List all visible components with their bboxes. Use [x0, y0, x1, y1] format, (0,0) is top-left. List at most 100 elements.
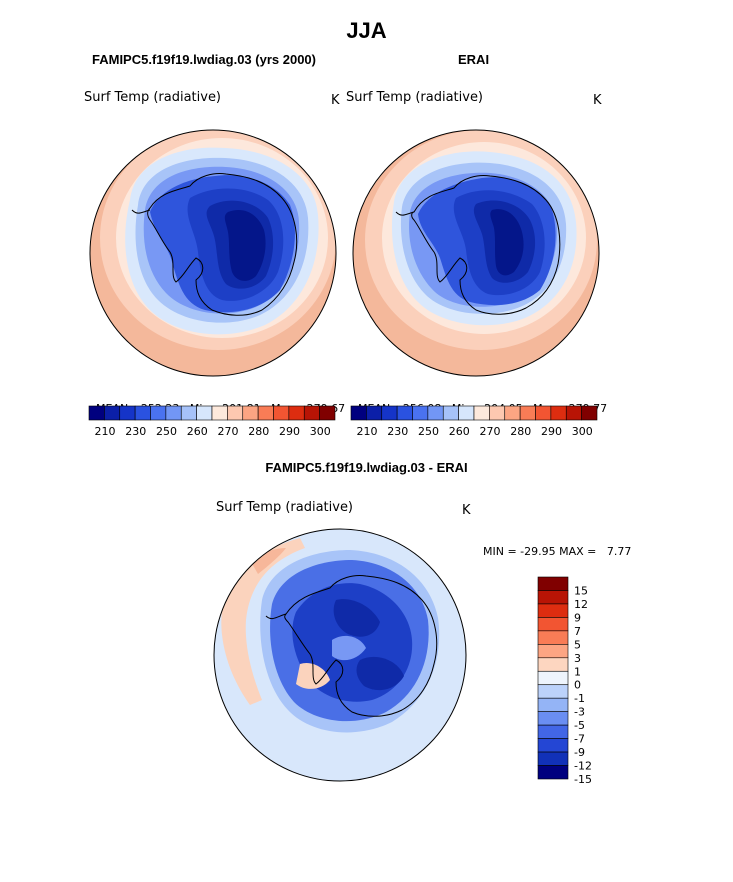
panel3-warm-spot [250, 548, 286, 574]
panel2-colorbar-swatch-14 [565, 405, 582, 421]
panel2-colorbar-swatch-2 [381, 405, 398, 421]
panel2-colorbar-swatch-5 [427, 405, 444, 421]
panel1-land-4 [224, 210, 266, 281]
panel1-subtitle: FAMIPC5.f19f19.lwdiag.03 (yrs 2000) [92, 52, 316, 67]
panel2-colorbar-tick-label: 270 [480, 425, 501, 438]
panel3-colorbar-tick-label: 1 [574, 665, 581, 678]
panel2-units-label: K [593, 93, 602, 108]
main-title: JJA [346, 18, 387, 43]
panel3-light-patch [332, 635, 366, 661]
panel3-colorbar-tick-label: 15 [574, 584, 588, 597]
panel1-colorbar-tick-label: 290 [279, 425, 300, 438]
panel2-colorbar-swatch-9 [489, 405, 506, 421]
panel1-colorbar-tick-label: 210 [95, 425, 116, 438]
panel3-colorbar-tick-label: 12 [574, 598, 588, 611]
panel3-frame [213, 528, 467, 782]
panel3-colorbar-swatch-11 [537, 724, 569, 739]
panel3-colorbar-tick-label: -1 [574, 692, 585, 705]
panel1-colorbar-swatch-10 [242, 405, 259, 421]
panel2-map [353, 130, 599, 376]
panel3-colorbar-swatch-7 [537, 670, 569, 686]
panel2-colorbar-swatch-4 [412, 405, 429, 421]
panel3-variable-label: Surf Temp (radiative) [216, 500, 354, 515]
panel3-map [214, 529, 466, 781]
panel3-colorbar-tick-label: -5 [574, 719, 585, 732]
panel1-colorbar-swatch-9 [227, 405, 244, 421]
panel2-colorbar: 210 230 250 260 270 280 290 300 [350, 405, 598, 438]
panel3-colorbar-tick-label: 0 [574, 679, 581, 692]
panel2-land-4 [490, 209, 524, 276]
panel1-colorbar-tick-label: 280 [248, 425, 269, 438]
panel2-colorbar-swatch-12 [535, 405, 552, 421]
panel2-colorbar-tick-label: 280 [510, 425, 531, 438]
panel1-peninsula [131, 209, 151, 214]
panel1-colorbar-swatch-12 [273, 405, 290, 421]
panel3-cold-4 [333, 599, 380, 637]
panel1-colorbar-swatch-7 [196, 405, 213, 421]
panel2-variable-label: Surf Temp (radiative) [346, 90, 484, 105]
panel1-colorbar-tick-label: 270 [218, 425, 239, 438]
panel3-colorbar-tick-label: -12 [574, 760, 592, 773]
panel1-colorbar-tick-label: 260 [187, 425, 208, 438]
panel2-colorbar-swatch-7 [458, 405, 475, 421]
panel1-south-america [90, 195, 93, 206]
panel2-colorbar-swatch-13 [550, 405, 567, 421]
panel2-colorbar-tick-label: 210 [357, 425, 378, 438]
panel3-colorbar-swatch-13 [537, 751, 569, 766]
panel3-coastline [284, 575, 438, 717]
panel2-subtitle: ERAI [458, 52, 490, 67]
panel2-colorbar-tick-label: 290 [541, 425, 562, 438]
panel3-colorbar-swatch-2 [537, 603, 569, 618]
panel2-colorbar-tick-label: 230 [387, 425, 408, 438]
panel2-colorbar-tick-label: 250 [418, 425, 439, 438]
panel2-coastline [411, 175, 561, 315]
panel3-colorbar-swatch-0 [537, 576, 569, 591]
panel3-colorbar-tick-label: 9 [574, 611, 581, 624]
panel1-colorbar-tick-label: 230 [125, 425, 146, 438]
panel1-colorbar-swatch-13 [288, 405, 305, 421]
panel1-colorbar-swatch-0 [88, 405, 105, 421]
panel1-frame [89, 129, 337, 377]
panel3-colorbar-swatch-1 [537, 590, 569, 605]
panel1-colorbar-swatch-4 [150, 405, 167, 421]
panel2-colorbar-swatch-3 [396, 405, 413, 421]
panel3-peninsula [265, 613, 287, 620]
panel1-map [90, 130, 336, 376]
panel2-frame [352, 129, 600, 377]
panel3-colorbar-tick-label: 5 [574, 638, 581, 651]
panel2-colorbar-swatch-15 [581, 405, 598, 421]
panel3-colorbar-tick-label: -3 [574, 706, 585, 719]
panel1-variable-label: Surf Temp (radiative) [84, 90, 222, 105]
panel3-colorbar-swatch-6 [537, 657, 569, 672]
panel1-units-label: K [331, 93, 340, 108]
panel3-subtitle: FAMIPC5.f19f19.lwdiag.03 - ERAI [265, 460, 468, 475]
panel1-coastline [147, 173, 298, 316]
panel3-colorbar-swatch-4 [537, 630, 569, 645]
panel3-colorbar-tick-label: -9 [574, 746, 585, 759]
panel3-colorbar-swatch-9 [537, 697, 569, 712]
panel3-units-label: K [462, 503, 471, 518]
panel3-colorbar-tick-label: -15 [574, 773, 592, 786]
panel1-colorbar-tick-label: 250 [156, 425, 177, 438]
panel3-warm-band [221, 538, 305, 705]
panel2-colorbar-swatch-0 [350, 405, 367, 421]
panel3-minmax: MIN = -29.95 MAX = 7.77 [483, 545, 632, 558]
panel3-colorbar-swatch-8 [537, 684, 569, 699]
panel3-cold-5 [356, 656, 404, 691]
panel1-colorbar-swatch-5 [165, 405, 182, 421]
panel1-colorbar-swatch-2 [119, 405, 136, 421]
panel2-colorbar-swatch-8 [473, 405, 490, 421]
panel1-colorbar: 210 230 250 260 270 280 290 300 [88, 405, 336, 438]
panel1-colorbar-swatch-3 [134, 405, 151, 421]
panel3-colorbar-tick-label: 7 [574, 625, 581, 638]
panel1-colorbar-swatch-14 [303, 405, 320, 421]
panel1-colorbar-swatch-15 [319, 405, 336, 421]
panel2-colorbar-swatch-1 [366, 405, 383, 421]
panel2-peninsula [395, 211, 415, 216]
panel2-colorbar-swatch-11 [519, 405, 536, 421]
panel3-colorbar-swatch-10 [537, 711, 569, 726]
panel3-colorbar-swatch-3 [537, 617, 569, 632]
panel3-colorbar-swatch-14 [537, 765, 569, 780]
panel2-colorbar-swatch-6 [442, 405, 459, 421]
